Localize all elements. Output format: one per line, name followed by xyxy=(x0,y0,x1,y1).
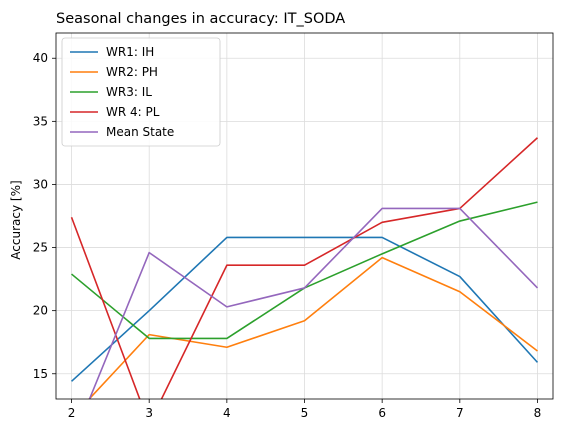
x-ticks: 2 3 4 5 6 7 8 xyxy=(68,399,542,420)
y-tick-label: 35 xyxy=(33,114,48,128)
x-tick-label: 8 xyxy=(534,406,542,420)
y-tick-label: 25 xyxy=(33,241,48,255)
x-tick-label: 2 xyxy=(68,406,76,420)
y-tick-label: 30 xyxy=(33,177,48,191)
y-tick-label: 20 xyxy=(33,304,48,318)
legend-label: Mean State xyxy=(106,125,174,139)
legend-box xyxy=(61,37,221,147)
legend-label: WR2: PH xyxy=(106,65,158,79)
series-lines xyxy=(70,137,539,399)
y-axis-label: Accuracy [%] xyxy=(9,180,23,259)
series-line-5 xyxy=(88,207,539,399)
legend-label: WR3: IL xyxy=(106,85,152,99)
legend: WR1: IH WR2: PH WR3: IL WR 4: PL Mean State xyxy=(61,37,221,147)
legend-label: WR 4: PL xyxy=(106,105,160,119)
x-tick-label: 4 xyxy=(223,406,231,420)
chart-title: Seasonal changes in accuracy: IT_SODA xyxy=(56,11,345,27)
y-tick-label: 40 xyxy=(33,51,48,65)
x-tick-label: 6 xyxy=(378,406,386,420)
x-tick-label: 3 xyxy=(145,406,153,420)
y-ticks: 15 20 25 30 35 40 xyxy=(33,51,56,381)
x-tick-label: 5 xyxy=(301,406,309,420)
legend-label: WR1: IH xyxy=(106,45,154,59)
y-tick-label: 15 xyxy=(33,367,48,381)
x-tick-label: 7 xyxy=(456,406,464,420)
series-line-2 xyxy=(88,256,538,399)
series-line-1 xyxy=(70,236,539,382)
